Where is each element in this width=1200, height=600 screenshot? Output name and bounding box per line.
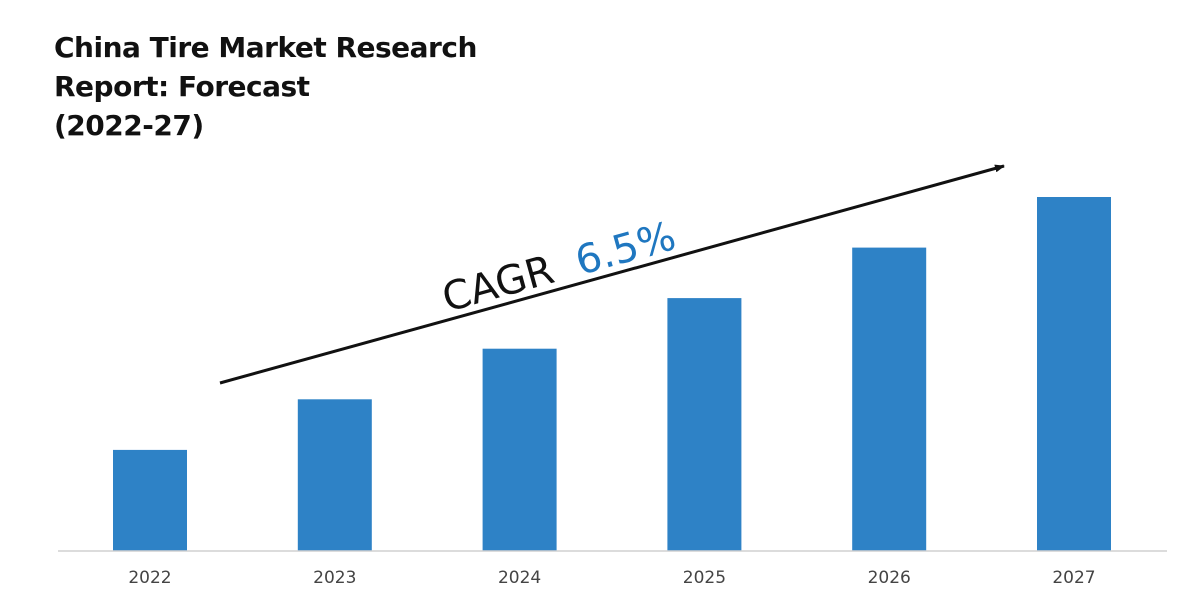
bar-2024	[482, 348, 557, 551]
bar-2026	[852, 247, 927, 551]
chart-title-line-1: China Tire Market Research	[54, 31, 477, 64]
bar-2027	[1037, 197, 1111, 551]
bars-group	[113, 197, 1111, 551]
bar-2023	[297, 399, 372, 551]
x-tick-label-2025: 2025	[683, 568, 726, 588]
cagr-annotation: CAGR 6.5%	[437, 213, 680, 321]
x-axis-tick-labels: 2022 2023 2024 2025 2026 2027	[128, 568, 1095, 588]
x-tick-label-2027: 2027	[1052, 568, 1095, 588]
trend-arrow	[219, 164, 1005, 385]
chart-title-line-3: (2022-27)	[54, 109, 204, 142]
x-tick-label-2022: 2022	[128, 568, 171, 588]
chart-title: China Tire Market Research Report: Forec…	[54, 28, 514, 145]
cagr-value: 6.5%	[570, 213, 680, 284]
bar-2025	[667, 298, 742, 551]
x-tick-label-2026: 2026	[868, 568, 911, 588]
x-tick-label-2024: 2024	[498, 568, 541, 588]
x-tick-label-2023: 2023	[313, 568, 356, 588]
chart-title-line-2: Report: Forecast	[54, 70, 310, 103]
bar-2022	[113, 449, 187, 551]
cagr-label: CAGR	[437, 247, 559, 322]
